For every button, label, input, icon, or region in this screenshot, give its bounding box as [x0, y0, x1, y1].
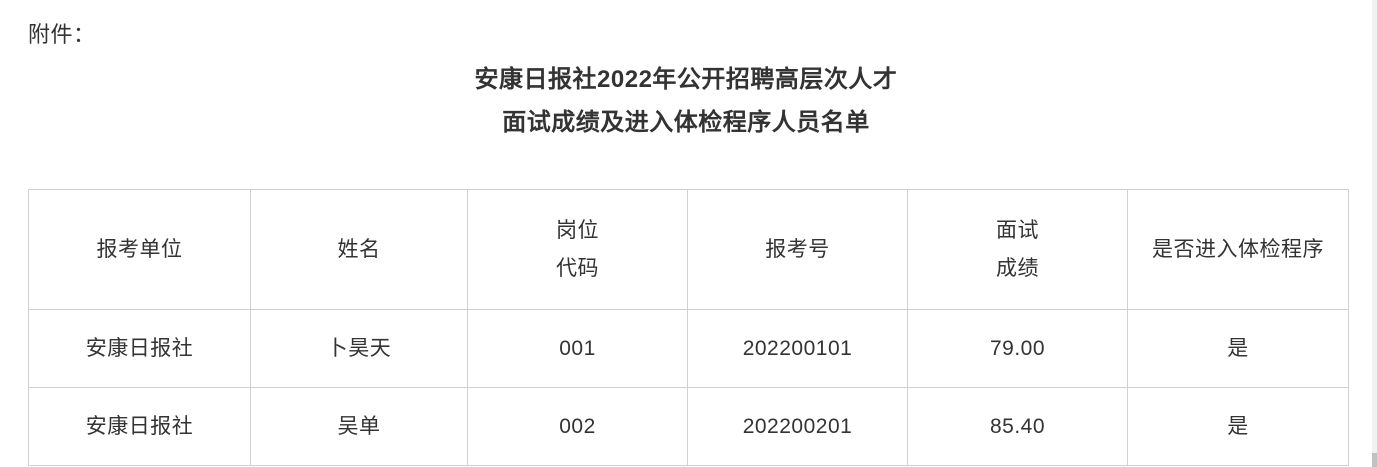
column-header-name: 姓名 — [250, 189, 468, 310]
results-table: 报考单位 姓名 岗位 代码 — [28, 189, 1349, 466]
vertical-scrollbar-thumb[interactable] — [1372, 453, 1377, 467]
vertical-scrollbar[interactable] — [1372, 0, 1377, 467]
cell-unit: 安康日报社 — [28, 309, 251, 388]
column-header-interview-score: 面试 成绩 — [907, 189, 1128, 310]
column-header-unit: 报考单位 — [28, 189, 251, 310]
cell-interview-score: 79.00 — [907, 309, 1128, 388]
table-row: 安康日报社 卜昊天 001 202200101 79.00 是 — [28, 309, 1349, 388]
table-header-row: 报考单位 姓名 岗位 代码 — [28, 189, 1349, 310]
cell-exam-number: 202200201 — [687, 387, 908, 466]
column-header-unit-line-1: 报考单位 — [96, 237, 183, 261]
page-title-line-1: 安康日报社2022年公开招聘高层次人才 — [474, 66, 898, 93]
column-header-exam-number-line-1: 报考号 — [765, 237, 830, 261]
cell-interview-score: 85.40 — [907, 387, 1128, 466]
table-row: 安康日报社 吴单 002 202200201 85.40 是 — [28, 387, 1349, 466]
results-table-container: 报考单位 姓名 岗位 代码 — [28, 189, 1349, 466]
cell-post-code: 001 — [467, 309, 688, 388]
column-header-post-code-line-1: 岗位 — [556, 218, 599, 242]
column-header-interview-score-line-2: 成绩 — [996, 256, 1039, 280]
cell-enter-medical: 是 — [1127, 387, 1349, 466]
column-header-enter-medical: 是否进入体检程序 — [1127, 189, 1349, 310]
cell-name: 卜昊天 — [250, 309, 468, 388]
column-header-enter-medical-line-1: 是否进入体检程序 — [1152, 237, 1324, 261]
page-title: 安康日报社2022年公开招聘高层次人才 面试成绩及进入体检程序人员名单 — [0, 58, 1372, 144]
cell-post-code: 002 — [467, 387, 688, 466]
column-header-interview-score-line-1: 面试 — [996, 218, 1039, 242]
column-header-name-line-1: 姓名 — [337, 237, 381, 261]
cell-exam-number: 202200101 — [687, 309, 908, 388]
column-header-exam-number: 报考号 — [687, 189, 908, 310]
page-title-line-2: 面试成绩及进入体检程序人员名单 — [502, 109, 870, 136]
column-header-post-code: 岗位 代码 — [467, 189, 688, 310]
cell-unit: 安康日报社 — [28, 387, 251, 466]
cell-enter-medical: 是 — [1127, 309, 1349, 388]
attachment-label: 附件： — [28, 22, 96, 47]
cell-name: 吴单 — [250, 387, 468, 466]
column-header-post-code-line-2: 代码 — [556, 256, 599, 280]
